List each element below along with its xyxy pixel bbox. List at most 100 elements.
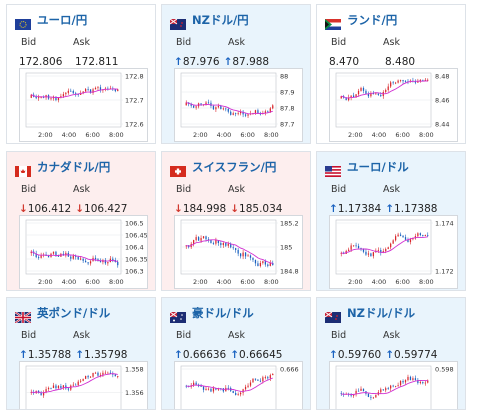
bid-value: 172.806 <box>19 56 63 68</box>
candle-body <box>380 249 382 253</box>
bid-label: Bid <box>21 37 37 48</box>
candle-body <box>222 108 224 110</box>
candle-body <box>257 263 259 267</box>
candle-body <box>367 253 370 255</box>
candle-body <box>77 94 79 96</box>
candle-body <box>424 235 426 236</box>
candle-body <box>419 381 421 384</box>
currency-pair-title[interactable]: ランド/円 <box>347 13 398 27</box>
currency-pair-title[interactable]: NZドル/円 <box>192 13 249 27</box>
rate-card[interactable]: NZドル/円 Bid Ask ↑87.976 ↑87.988 88 87.9 87.8 87.7… <box>161 4 311 144</box>
candle-body <box>193 105 195 108</box>
candle-body <box>419 233 421 236</box>
ask-value: 0.66645 <box>239 349 283 361</box>
y-tick-label: 88 <box>280 73 288 81</box>
candle-body <box>372 397 375 399</box>
currency-pair-title[interactable]: NZドル/ドル <box>347 306 416 320</box>
candle-body <box>404 380 407 383</box>
candle-body <box>94 257 97 260</box>
candle-body <box>89 376 92 378</box>
candle-body <box>382 251 384 253</box>
bid-value-group: 172.806 <box>19 56 71 68</box>
currency-pair-title[interactable]: 豪ドル/ドル <box>192 306 254 320</box>
bid-value: 1.35788 <box>27 349 72 361</box>
candle-body <box>38 97 40 99</box>
rate-card[interactable]: 英ポンド/ドルBidAsk↑1.35788↑1.357981.3581.3561… <box>6 297 156 410</box>
ask-value: 172.811 <box>75 56 119 68</box>
rate-card[interactable]: スイスフラン/円 Bid Ask ↓184.998 ↓185.034 185.2 185 18… <box>161 151 311 291</box>
bid-value: 1.17384 <box>337 203 382 215</box>
bid-value: 106.412 <box>27 203 72 215</box>
bid-label: Bid <box>21 330 37 341</box>
mini-candlestick-chart[interactable]: 1.174 1.172 2:00 4:00 6:00 8:00 <box>329 215 458 289</box>
mini-candlestick-chart[interactable]: 106.5 106.45 106.4 106.35 106.3 2:00 4:00 6:00 8… <box>19 215 148 289</box>
candle-body <box>254 110 257 114</box>
mini-candlestick-chart[interactable]: 0.5980.596 <box>329 361 458 409</box>
candle-body <box>193 382 195 386</box>
candle-body <box>205 102 207 105</box>
rate-card[interactable]: ユーロ/円 Bid Ask 172.806 172.811 172.8 172.7 172.6… <box>6 4 156 144</box>
quote-values: ↑0.66636 ↑0.66645 <box>174 349 310 361</box>
mini-candlestick-chart[interactable]: 0.6660.664 <box>174 361 303 409</box>
moving-average-line <box>31 373 118 394</box>
chart-svg: 185.2 185 184.8 2:00 4:00 6:00 8:00 <box>180 220 299 286</box>
candle-body <box>92 372 94 377</box>
rate-card[interactable]: カナダドル/円 Bid Ask ↓106.412 ↓106.427 106.5 106.45… <box>6 151 156 291</box>
moving-average-line <box>341 379 428 395</box>
ask-value: 8.480 <box>385 56 416 68</box>
candle-body <box>77 381 79 386</box>
candle-body <box>94 87 97 90</box>
currency-pair-title[interactable]: 英ポンド/ドル <box>37 306 111 320</box>
candle-body <box>244 252 247 257</box>
candle-body <box>237 249 239 254</box>
currency-pair-title[interactable]: ユーロ/円 <box>37 13 88 27</box>
rate-card[interactable]: ランド/円 Bid Ask 8.470 8.480 8.48 8.46 8.44 2:00 4:0… <box>316 4 466 144</box>
candle-body <box>380 389 382 393</box>
ask-label: Ask <box>73 184 90 195</box>
candle-body <box>385 89 387 92</box>
candle-body <box>365 90 367 94</box>
currency-pair-title[interactable]: カナダドル/円 <box>37 160 111 174</box>
candle-body <box>390 385 392 389</box>
candle-body <box>87 89 89 90</box>
x-tick-label: 2:00 <box>193 131 208 139</box>
ask-value: 106.427 <box>84 203 128 215</box>
y-tick-label: 185 <box>280 244 292 252</box>
candle-body <box>242 111 244 115</box>
candle-body <box>365 251 367 255</box>
candle-body <box>40 392 42 396</box>
mini-candlestick-chart[interactable]: 172.8 172.7 172.6 2:00 4:00 6:00 8:00 <box>19 68 148 142</box>
moving-average-line <box>186 102 273 115</box>
candle-body <box>390 82 392 87</box>
y-tick-label: 1.358 <box>125 366 144 374</box>
candle-body <box>97 372 99 376</box>
candle-body <box>47 255 50 258</box>
candle-body <box>355 94 357 98</box>
ask-label: Ask <box>228 37 245 48</box>
quote-labels: Bid Ask <box>331 330 465 341</box>
candle-body <box>375 394 377 398</box>
rate-card[interactable]: ユーロ/ドル Bid Ask ↑1.17384 ↑1.17388 1.174 1.172 2:… <box>316 151 466 291</box>
quote-labels: Bid Ask <box>331 37 465 48</box>
candle-body <box>84 260 87 263</box>
candle-body <box>394 385 397 387</box>
mini-candlestick-chart[interactable]: 88 87.9 87.8 87.7 2:00 4:00 6:00 8:00 <box>174 68 303 142</box>
candle-body <box>422 381 424 384</box>
candle-body <box>47 387 50 390</box>
arrow-down-icon: ↓ <box>75 203 85 215</box>
x-tick-label: 6:00 <box>85 278 100 286</box>
mini-candlestick-chart[interactable]: 8.48 8.46 8.44 2:00 4:00 6:00 8:00 <box>329 68 458 142</box>
candle-body <box>357 245 360 249</box>
candle-body <box>220 106 222 110</box>
candle-body <box>382 389 384 391</box>
candle-body <box>254 378 257 380</box>
candle-body <box>190 104 192 106</box>
candle-body <box>225 243 227 246</box>
candle-body <box>57 255 60 257</box>
currency-pair-title[interactable]: スイスフラン/円 <box>192 160 277 174</box>
mini-candlestick-chart[interactable]: 185.2 185 184.8 2:00 4:00 6:00 8:00 <box>174 215 303 289</box>
currency-pair-title[interactable]: ユーロ/ドル <box>347 160 409 174</box>
